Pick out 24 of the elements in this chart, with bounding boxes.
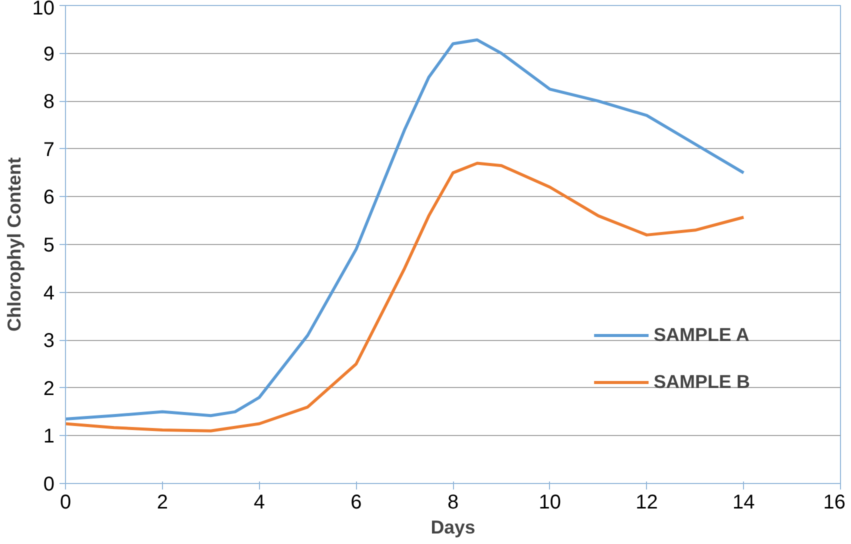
x-tick-label: 16 bbox=[823, 492, 846, 514]
x-axis-title: Days bbox=[430, 516, 476, 538]
x-tick-label: 4 bbox=[254, 492, 265, 514]
x-tick-label: 12 bbox=[636, 492, 658, 514]
y-tick-label: 10 bbox=[32, 0, 55, 20]
y-tick-label: 0 bbox=[43, 474, 54, 496]
y-tick-label: 8 bbox=[43, 91, 54, 114]
y-tick-label: 5 bbox=[43, 234, 54, 256]
y-tick-label: 7 bbox=[43, 138, 54, 161]
x-tick-label: 8 bbox=[447, 492, 459, 514]
x-tick-label: 0 bbox=[60, 492, 72, 514]
legend-label: SAMPLE A bbox=[654, 324, 750, 346]
y-tick-label: 1 bbox=[43, 426, 54, 448]
y-tick-label: 9 bbox=[43, 43, 54, 66]
legend-label: SAMPLE B bbox=[654, 371, 750, 393]
y-tick-label: 3 bbox=[43, 330, 54, 352]
x-tick-label: 2 bbox=[156, 492, 168, 514]
y-tick-label: 2 bbox=[43, 378, 54, 400]
y-tick-label: 6 bbox=[43, 186, 54, 209]
y-axis-title: Chlorophyl Content bbox=[3, 157, 24, 332]
y-tick-label: 4 bbox=[43, 282, 54, 304]
x-tick-label: 10 bbox=[538, 492, 561, 514]
x-tick-label: 14 bbox=[732, 492, 755, 514]
x-tick-label: 6 bbox=[350, 492, 362, 514]
